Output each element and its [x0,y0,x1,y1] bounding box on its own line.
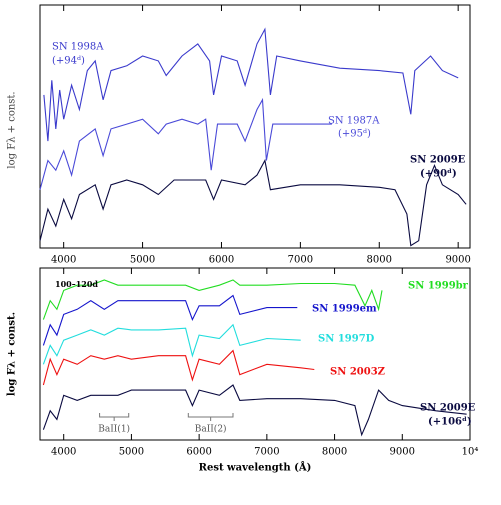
bracket [99,413,130,421]
x-tick-label: 5000 [130,255,155,266]
x-tick-label: 5000 [119,447,144,458]
x-tick-label: 8000 [367,255,392,266]
series-phase: (+90ᵈ) [420,169,457,180]
series-label: SN 1998A [52,42,104,53]
top-frame [39,4,471,249]
x-tick-label: 9000 [445,255,470,266]
x-axis-label: Rest wavelength (Å) [199,462,312,474]
series-label: SN 2003Z [330,367,385,378]
bracket [187,413,234,421]
x-tick-label: 6000 [186,447,211,458]
series-phase: (+95ᵈ) [338,129,371,140]
series-label: SN 2009E [420,403,476,414]
x-tick-label: 7000 [254,447,279,458]
spectrum-line [42,294,298,346]
series-label: SN 1997D [318,334,375,345]
spectrum-line [43,27,459,142]
x-tick-label: 10⁴ [462,447,479,458]
spectrum-line [42,349,315,386]
x-tick-label: 9000 [390,447,415,458]
spectrum-line [42,384,467,437]
x-tick-label: 7000 [288,255,313,266]
annotation: BaII(1) [98,424,130,435]
series-label: SN 1987A [328,116,380,127]
x-tick-label: 6000 [209,255,234,266]
y-axis-label: log Fλ + const. [7,91,18,168]
series-label: SN 1999em [312,304,377,315]
series-phase: (+106ᵈ) [428,417,472,428]
x-tick-label: 4000 [51,447,76,458]
spectrum-line [42,323,301,365]
series-label: SN 2009E [410,155,466,166]
spectrum-line [39,158,467,247]
spectrum-line [39,97,332,190]
series-label: SN 1999br [408,281,469,292]
series-phase: (+94ᵈ) [52,56,85,67]
x-tick-label: 4000 [51,255,76,266]
annotation: BaII(2) [195,424,227,435]
annotation: 100–120d [55,279,98,289]
bottom-frame [39,267,471,441]
y-axis-label: log Fλ + const. [7,312,18,396]
x-tick-label: 8000 [322,447,347,458]
spectrum-line [42,279,383,320]
